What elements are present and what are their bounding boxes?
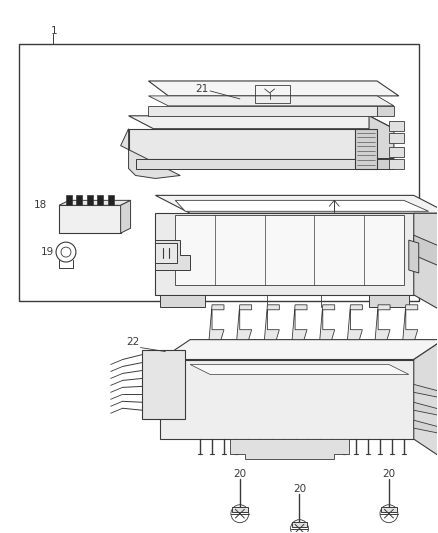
Bar [255,85,290,103]
Text: 19: 19 [41,247,54,257]
Polygon shape [389,121,404,131]
Polygon shape [209,305,224,340]
Polygon shape [375,305,390,340]
Polygon shape [148,81,399,96]
Bar [87,196,93,205]
Polygon shape [230,439,349,459]
Polygon shape [414,420,438,434]
Bar [381,507,397,512]
Text: 20: 20 [293,484,306,494]
Polygon shape [120,129,180,179]
Polygon shape [355,129,377,168]
Polygon shape [369,295,409,307]
Polygon shape [142,350,185,419]
Bar [108,196,114,205]
Polygon shape [369,116,394,158]
Polygon shape [403,305,418,340]
Polygon shape [160,295,205,307]
Text: 18: 18 [34,200,47,211]
Polygon shape [175,215,404,285]
Polygon shape [414,235,438,270]
Polygon shape [389,133,404,143]
Polygon shape [414,402,438,416]
Polygon shape [414,340,438,459]
Polygon shape [369,158,394,168]
Text: 20: 20 [382,469,396,479]
Polygon shape [265,305,279,340]
Polygon shape [155,196,438,213]
Polygon shape [377,106,394,116]
Polygon shape [129,116,394,129]
Polygon shape [190,365,409,375]
Bar [76,196,82,205]
Polygon shape [129,129,369,158]
Bar [19,44,419,301]
Bar [66,196,72,205]
Polygon shape [389,147,404,157]
Text: 20: 20 [233,469,247,479]
Text: 1: 1 [51,26,58,36]
Polygon shape [175,200,429,211]
Polygon shape [237,305,252,340]
Polygon shape [160,360,414,439]
Bar [59,205,120,233]
Polygon shape [414,384,438,398]
Polygon shape [414,213,438,315]
Polygon shape [389,158,404,168]
Polygon shape [320,305,335,340]
Polygon shape [155,243,177,263]
Polygon shape [155,213,414,295]
Polygon shape [155,240,190,270]
Polygon shape [120,200,131,233]
Text: 21: 21 [195,84,208,94]
Bar [97,196,103,205]
Polygon shape [160,340,438,360]
Polygon shape [409,240,419,273]
Polygon shape [59,200,131,205]
Polygon shape [148,96,394,106]
Polygon shape [135,158,369,168]
Text: 22: 22 [126,337,139,346]
Polygon shape [347,305,362,340]
Polygon shape [292,305,307,340]
Bar [292,522,307,527]
Polygon shape [148,106,377,116]
Bar [232,507,248,512]
